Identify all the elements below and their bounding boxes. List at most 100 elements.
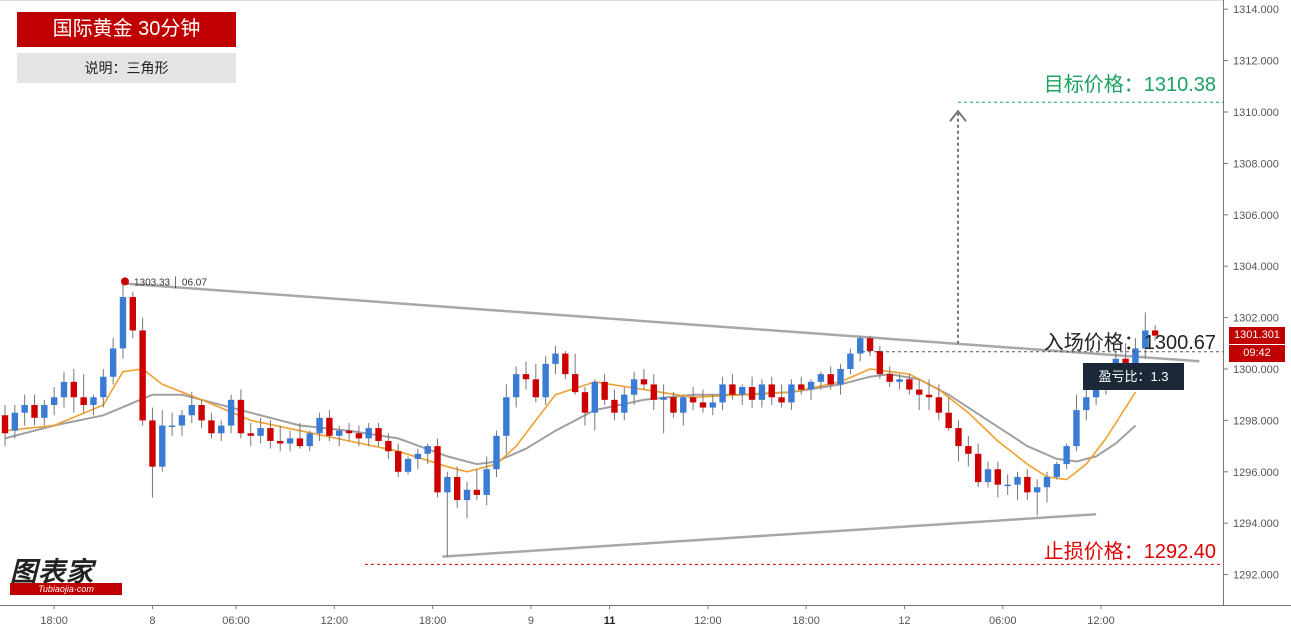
bear-candle bbox=[129, 297, 136, 331]
bear-candle bbox=[729, 384, 736, 395]
bull-candle bbox=[11, 412, 19, 431]
ma-slow-line bbox=[4, 373, 1137, 466]
bull-candle bbox=[90, 397, 97, 405]
bull-candle bbox=[1132, 348, 1139, 369]
bear-candle bbox=[935, 397, 943, 413]
bear-candle bbox=[375, 428, 382, 441]
stop-price-label: 止损价格：1292.40 bbox=[1043, 541, 1216, 563]
bull-candle bbox=[444, 476, 451, 493]
bull-candle bbox=[552, 353, 559, 364]
projection-arrow-head bbox=[949, 109, 967, 122]
y-tick-label: 1298.000 bbox=[1233, 415, 1279, 427]
bull-candle bbox=[807, 381, 815, 390]
y-tick-label: 1314.000 bbox=[1233, 4, 1279, 16]
bull-candle bbox=[680, 397, 687, 413]
bull-candle bbox=[316, 417, 323, 434]
bear-candle bbox=[149, 420, 156, 467]
bull-candle bbox=[1043, 476, 1051, 488]
bear-candle bbox=[965, 446, 972, 454]
x-tick-label: 8 bbox=[149, 615, 155, 627]
bull-candle bbox=[542, 363, 549, 398]
bull-candle bbox=[159, 425, 166, 467]
bull-candle bbox=[896, 379, 903, 382]
bull-candle bbox=[257, 428, 264, 436]
bull-candle bbox=[1073, 410, 1080, 447]
bull-candle bbox=[591, 381, 598, 413]
bear-candle bbox=[768, 384, 775, 398]
bear-candle bbox=[453, 476, 461, 501]
high-marker-label: 1303.33 │ 06.07 bbox=[134, 275, 207, 289]
high-marker-dot bbox=[120, 277, 129, 286]
bear-candle bbox=[247, 433, 254, 436]
bull-candle bbox=[660, 397, 667, 400]
bull-candle bbox=[365, 428, 372, 439]
bear-candle bbox=[345, 430, 353, 434]
bull-candle bbox=[709, 402, 716, 408]
bear-candle bbox=[473, 489, 481, 495]
y-tick-label: 1310.000 bbox=[1233, 107, 1279, 119]
bear-candle bbox=[974, 453, 982, 483]
bear-candle bbox=[80, 397, 87, 405]
entry-price-label: 入场价格：1300.67 bbox=[1043, 332, 1216, 354]
bear-candle bbox=[670, 397, 677, 413]
bull-candle bbox=[1004, 484, 1011, 487]
bull-candle bbox=[50, 397, 58, 405]
bull-candle bbox=[630, 379, 638, 395]
bull-candle bbox=[109, 348, 117, 377]
y-tick-label: 1312.000 bbox=[1233, 56, 1279, 68]
x-tick-label: 12:00 bbox=[1087, 615, 1115, 627]
bull-candle bbox=[984, 469, 992, 483]
x-tick-label: 9 bbox=[528, 615, 534, 627]
bear-candle bbox=[876, 351, 884, 375]
bear-candle bbox=[70, 381, 78, 398]
bear-candle bbox=[277, 440, 284, 444]
bear-candle bbox=[522, 374, 530, 380]
bear-candle bbox=[955, 428, 962, 447]
y-tick-label: 1296.000 bbox=[1233, 467, 1279, 479]
bear-candle bbox=[866, 338, 874, 352]
bull-candle bbox=[119, 297, 127, 349]
bear-candle bbox=[994, 469, 1002, 485]
current-price-tag: 1301.301 bbox=[1229, 326, 1285, 344]
bull-candle bbox=[1033, 487, 1041, 493]
bull-candle bbox=[463, 489, 471, 501]
bear-candle bbox=[31, 404, 38, 418]
bull-candle bbox=[227, 399, 235, 426]
bull-candle bbox=[404, 458, 412, 472]
x-tick-label: 06:00 bbox=[989, 615, 1017, 627]
risk-reward-badge: 盈亏比：1.3 bbox=[1083, 363, 1184, 390]
bull-candle bbox=[847, 353, 854, 369]
bear-candle bbox=[296, 438, 304, 447]
x-tick-label: 18:00 bbox=[792, 615, 820, 627]
bull-candle bbox=[788, 384, 795, 403]
bull-candle bbox=[739, 386, 746, 395]
tubiaojia-logo: 图表家 Tubiaojia·com bbox=[8, 550, 128, 598]
bear-candle bbox=[748, 386, 756, 400]
bull-candle bbox=[100, 376, 107, 398]
bear-candle bbox=[689, 397, 697, 403]
bull-candle bbox=[21, 404, 28, 413]
resistance-trendline bbox=[122, 282, 1200, 363]
bear-candle bbox=[699, 402, 707, 408]
x-tick-label: 18:00 bbox=[419, 615, 447, 627]
bull-candle bbox=[1092, 386, 1100, 398]
bear-candle bbox=[355, 433, 363, 439]
bull-candle bbox=[493, 435, 500, 470]
bull-candle bbox=[218, 425, 225, 434]
x-tick-label: 18:00 bbox=[40, 615, 68, 627]
bear-candle bbox=[1024, 476, 1031, 493]
bull-candle bbox=[60, 381, 68, 398]
target-price-label: 目标价格：1310.38 bbox=[1043, 74, 1216, 96]
logo-main-text: 图表家 bbox=[10, 557, 94, 587]
bull-candle bbox=[1083, 397, 1090, 411]
y-tick-label: 1304.000 bbox=[1233, 261, 1279, 273]
bear-candle bbox=[581, 392, 589, 413]
bear-candle bbox=[1151, 330, 1159, 336]
bull-candle bbox=[837, 369, 844, 385]
bull-candle bbox=[424, 446, 431, 454]
bear-candle bbox=[326, 417, 333, 436]
x-tick-label: 12:00 bbox=[694, 615, 722, 627]
bear-candle bbox=[267, 428, 274, 441]
bear-candle bbox=[562, 353, 569, 375]
